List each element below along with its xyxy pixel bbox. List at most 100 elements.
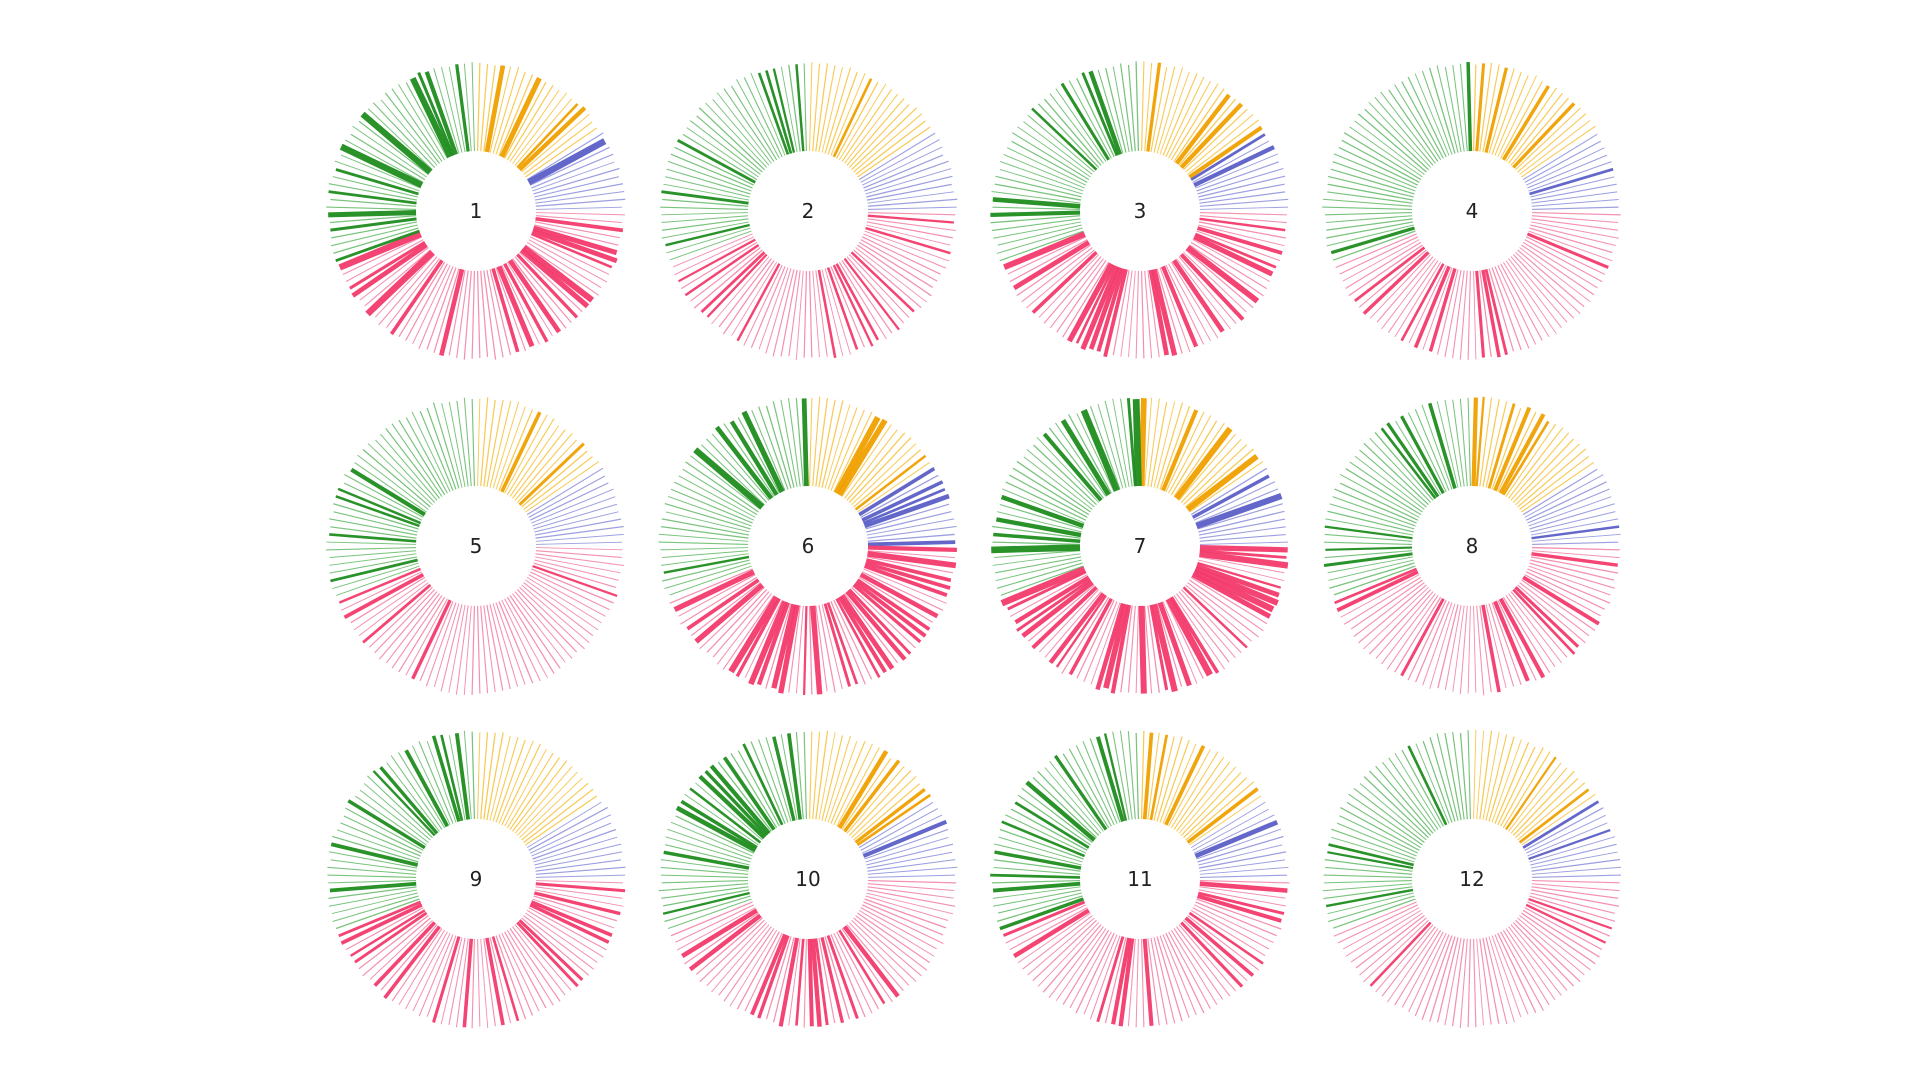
spoke	[1192, 239, 1271, 282]
spoke	[1531, 546, 1620, 551]
spoke	[993, 221, 1082, 239]
spoke	[1067, 262, 1114, 343]
spoke	[1332, 898, 1416, 929]
spoke	[1529, 227, 1613, 254]
spoke	[1394, 261, 1442, 338]
spoke	[855, 247, 928, 303]
spoke	[669, 568, 753, 604]
spoke	[1527, 901, 1611, 937]
spoke	[1343, 132, 1422, 181]
spoke	[1185, 781, 1255, 841]
spoke	[1199, 880, 1290, 884]
spoke	[495, 602, 526, 685]
spoke	[519, 247, 590, 309]
spoke	[1327, 892, 1414, 915]
spoke	[711, 433, 770, 501]
spoke	[1026, 449, 1095, 508]
spoke	[999, 897, 1085, 931]
spoke	[1413, 265, 1451, 349]
spoke	[347, 799, 426, 850]
spoke	[1381, 761, 1436, 832]
spoke	[1407, 412, 1447, 493]
spoke	[858, 467, 936, 517]
spoke	[489, 269, 512, 356]
spoke	[391, 88, 443, 162]
spoke	[696, 115, 763, 173]
spoke	[374, 589, 436, 654]
spoke	[1033, 444, 1097, 506]
spoke	[1400, 415, 1445, 495]
spoke	[1110, 604, 1132, 694]
spoke	[844, 593, 899, 664]
spoke	[865, 168, 952, 195]
spoke	[867, 214, 954, 224]
spoke	[419, 410, 454, 491]
spoke	[818, 604, 836, 693]
spoke	[1027, 584, 1095, 642]
spoke	[1381, 926, 1436, 997]
spoke	[1531, 215, 1619, 224]
spoke	[534, 851, 623, 869]
spoke	[997, 892, 1082, 914]
spoke	[471, 270, 476, 359]
spoke	[418, 266, 454, 350]
spoke	[425, 602, 457, 687]
spoke	[326, 541, 417, 545]
spoke	[1524, 474, 1604, 518]
spoke	[848, 104, 910, 168]
spoke	[1325, 518, 1414, 536]
spoke	[1363, 442, 1429, 506]
spoke	[1180, 921, 1244, 988]
spoke	[772, 401, 795, 488]
spoke	[1485, 937, 1508, 1025]
spoke	[1530, 556, 1619, 574]
spoke	[1527, 568, 1611, 604]
spoke	[866, 510, 952, 533]
spoke	[1400, 263, 1445, 342]
spoke	[1388, 757, 1439, 830]
spoke	[480, 938, 489, 1029]
spoke	[1323, 886, 1413, 900]
spoke	[664, 502, 751, 530]
spoke	[1407, 76, 1447, 158]
spoke	[1381, 593, 1436, 665]
spoke	[1436, 733, 1459, 821]
spoke	[1140, 270, 1145, 359]
spoke	[743, 77, 783, 158]
spoke	[992, 889, 1082, 907]
spoke	[359, 247, 429, 301]
spoke	[1467, 270, 1471, 360]
wheel-4: 4	[1322, 61, 1621, 360]
spoke	[1415, 743, 1450, 824]
spoke	[533, 895, 618, 922]
spoke	[808, 270, 813, 358]
spoke	[1531, 525, 1620, 540]
spoke	[1097, 69, 1124, 154]
spoke	[670, 901, 753, 937]
spoke	[853, 917, 922, 977]
spoke	[722, 756, 776, 831]
spoke	[1043, 256, 1102, 324]
spoke	[1062, 753, 1110, 829]
spoke	[389, 259, 444, 336]
spoke	[836, 931, 880, 1010]
spoke	[1331, 828, 1416, 860]
spoke	[1023, 121, 1093, 175]
spoke	[1156, 936, 1183, 1022]
spoke	[506, 752, 554, 829]
spoke	[328, 880, 417, 884]
spoke	[358, 582, 429, 637]
spoke	[836, 747, 880, 827]
spoke	[737, 750, 780, 827]
spoke	[997, 511, 1082, 533]
spoke	[843, 257, 900, 331]
spoke	[1337, 904, 1419, 944]
spoke	[803, 938, 807, 1028]
spoke	[675, 805, 757, 853]
spoke	[495, 267, 527, 352]
spoke	[1497, 599, 1537, 681]
spoke	[1510, 256, 1568, 323]
spoke	[698, 774, 766, 840]
spoke	[1027, 917, 1095, 976]
spoke	[1336, 822, 1417, 857]
